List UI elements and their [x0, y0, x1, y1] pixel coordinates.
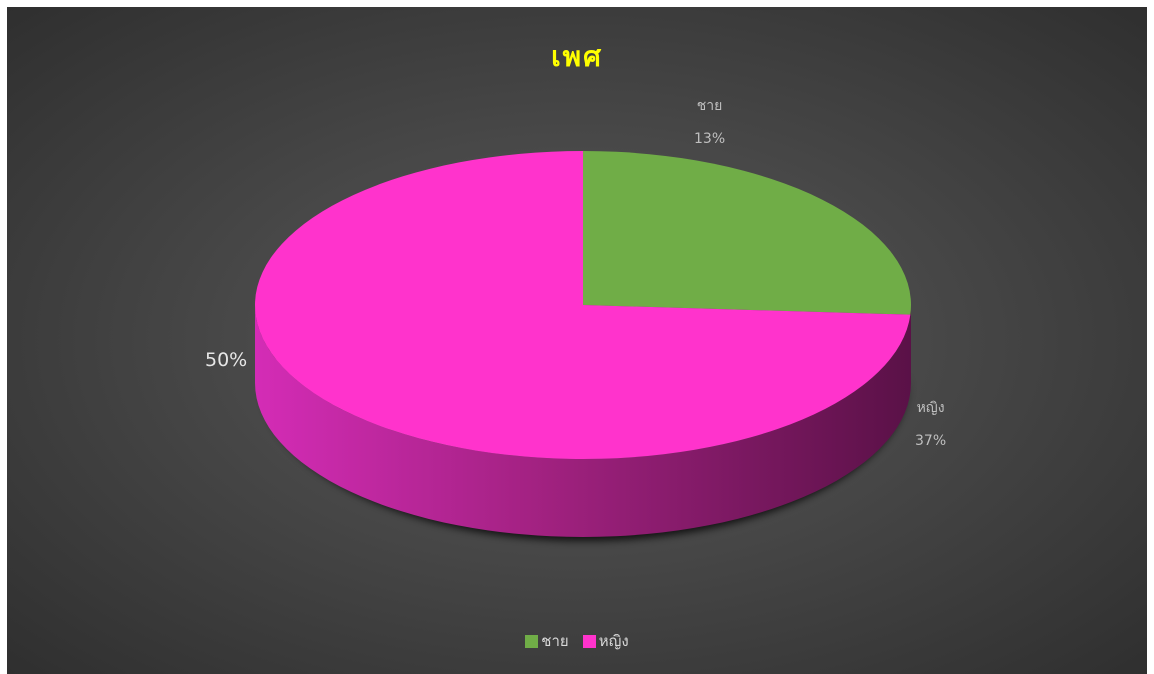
legend-swatch	[582, 634, 596, 648]
data-label-male: ชาย 13%	[694, 95, 725, 147]
data-label-category: หญิง	[916, 400, 945, 416]
data-label-value: 37%	[915, 433, 947, 449]
legend-item-female: หญิง	[582, 629, 629, 653]
legend-label: ชาย	[541, 632, 569, 650]
legend-label: หญิง	[598, 632, 629, 650]
legend-swatch	[525, 634, 539, 648]
data-label-extra: 50%	[205, 349, 248, 371]
pie-slice-male	[583, 151, 911, 315]
data-label-female: หญิง 37%	[915, 397, 946, 449]
pie-slice-female	[254, 151, 911, 459]
legend: ชาย หญิง	[7, 629, 1147, 653]
chart-title: เพศ	[551, 40, 603, 73]
pie-chart	[254, 151, 911, 541]
data-label-category: ชาย	[696, 98, 723, 114]
data-label-value: 13%	[694, 131, 726, 147]
legend-item-male: ชาย	[525, 629, 569, 653]
pie-side-wall	[255, 305, 911, 537]
chart-area: เพศ ชาย 13% หญิง 37% 50% ชาย	[7, 7, 1147, 674]
